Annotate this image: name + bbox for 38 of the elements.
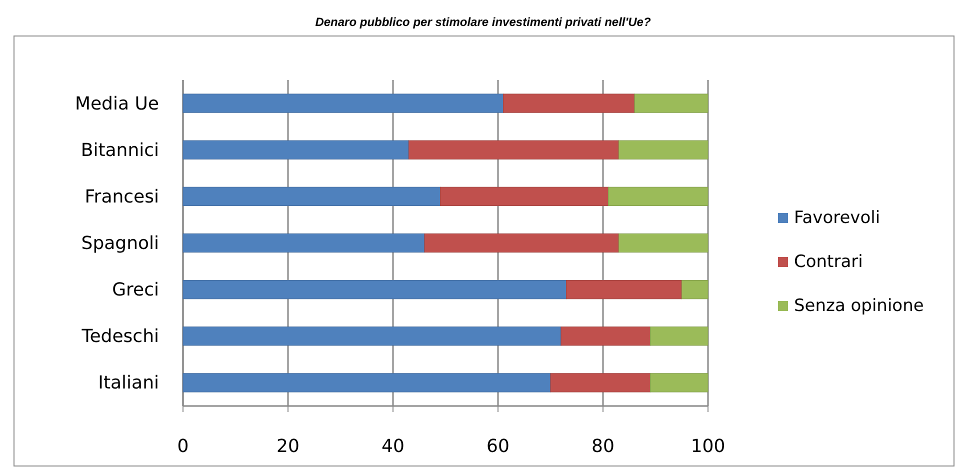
bar [618, 140, 708, 160]
bar [560, 326, 650, 346]
legend-label: Contrari [794, 252, 863, 272]
y-tick-label: Spagnoli [81, 233, 159, 254]
chart-title: Denaro pubblico per stimolare investimenti privati nell'Ue? [315, 15, 652, 29]
bar [566, 280, 682, 300]
bar [182, 140, 409, 160]
x-tick-label: 0 [177, 436, 189, 457]
bar [182, 186, 440, 206]
y-tick-label: Italiani [98, 372, 159, 394]
bar [608, 186, 708, 206]
bar [650, 373, 708, 392]
bar [682, 280, 708, 300]
bar [408, 140, 619, 160]
bar [618, 233, 708, 253]
x-tick-label: 20 [276, 436, 300, 457]
bar [182, 326, 562, 346]
bar [182, 280, 566, 300]
bar [650, 326, 708, 346]
y-tick-label: Media Ue [74, 93, 159, 114]
y-tick-label: Bitannici [80, 140, 159, 161]
bar [440, 186, 608, 206]
bar [182, 94, 504, 113]
legend-label: Senza opinione [794, 296, 924, 316]
bar [503, 94, 635, 113]
x-tick-label: 100 [690, 436, 726, 457]
x-tick-label: 60 [486, 436, 510, 457]
y-tick-label: Tedeschi [80, 326, 159, 348]
bar [550, 373, 650, 392]
bar [182, 233, 425, 253]
y-tick-label: Greci [112, 280, 159, 301]
bar [182, 373, 551, 392]
x-tick-label: 40 [382, 436, 404, 457]
bar [634, 94, 708, 113]
legend-label: Favorevoli [794, 208, 880, 228]
x-tick-label: 80 [592, 436, 614, 457]
y-tick-label: Francesi [84, 186, 159, 208]
bar [424, 233, 619, 253]
